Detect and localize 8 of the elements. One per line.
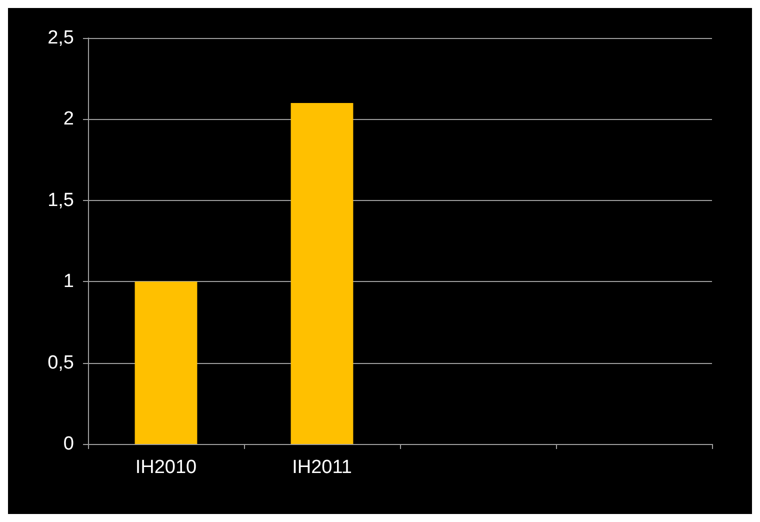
y-tick-label: 2,5 bbox=[48, 28, 74, 48]
x-tick-label: IH2011 bbox=[292, 457, 352, 478]
y-tick-label: 1 bbox=[63, 271, 74, 292]
y-tick-label: 2 bbox=[63, 108, 74, 130]
y-tick-label: 0,5 bbox=[48, 352, 74, 374]
x-tick-label: IH2010 bbox=[135, 457, 197, 478]
y-tick-label: 1,5 bbox=[48, 190, 74, 211]
y-tick-label: 0 bbox=[63, 434, 74, 454]
